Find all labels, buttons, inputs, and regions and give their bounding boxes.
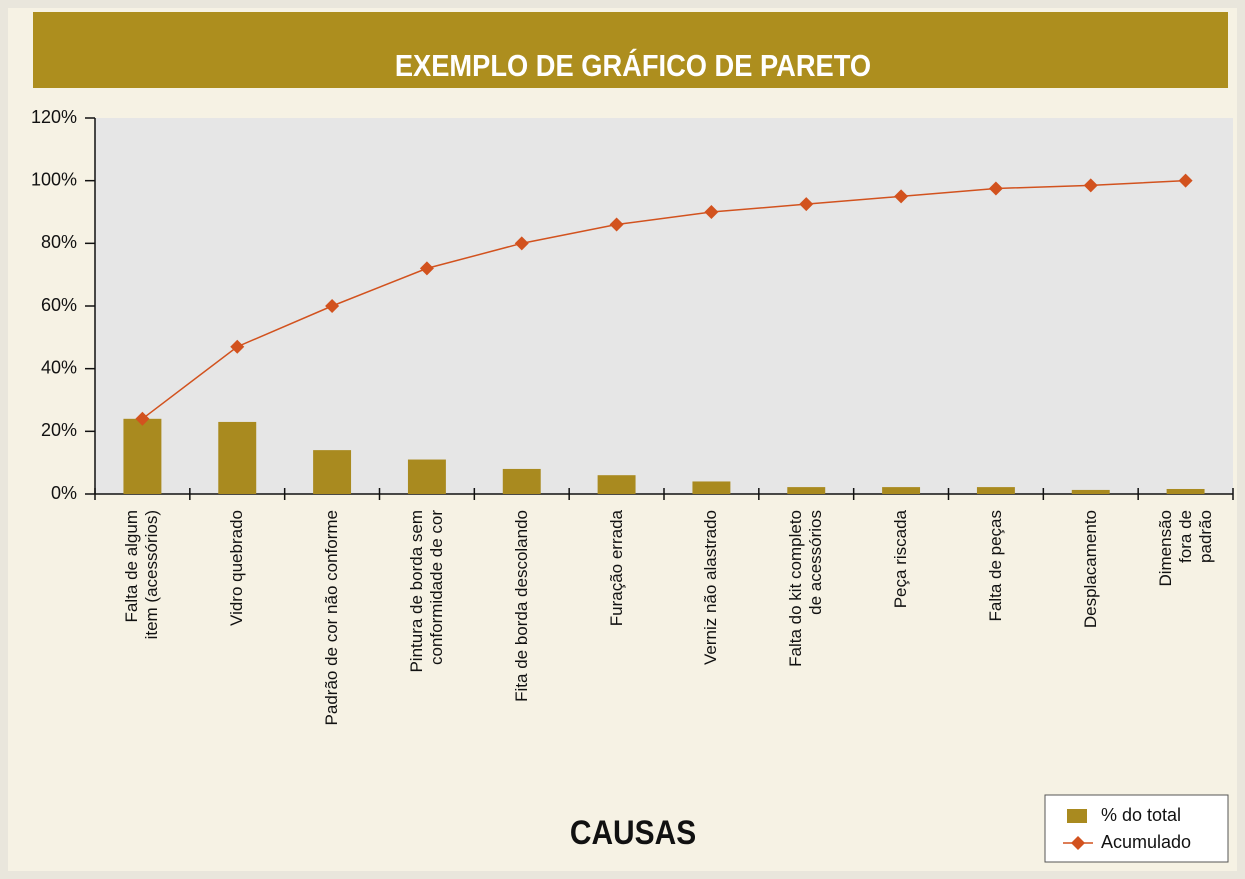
bar: [123, 418, 162, 494]
y-tick-label: 80%: [41, 232, 77, 252]
marker: [799, 197, 814, 212]
x-tick-label: Pintura de borda sem conformidade de cor: [406, 510, 446, 673]
bar: [787, 487, 826, 494]
y-tick-label: 120%: [31, 107, 77, 127]
marker: [135, 411, 150, 426]
x-tick-label: Desplacamento: [1080, 510, 1100, 629]
x-tick-label: Fita de borda descolando: [511, 510, 531, 702]
y-tick-label: 60%: [41, 295, 77, 315]
y-tick-label: 20%: [41, 420, 77, 440]
x-tick-label: Dimensão fora de padrão: [1155, 510, 1215, 587]
x-tick-label: Falta de peças: [985, 510, 1005, 622]
legend-swatch: [1067, 809, 1087, 823]
marker: [419, 261, 434, 276]
x-tick-label: Furação errada: [606, 510, 626, 627]
bar: [313, 450, 352, 494]
y-tick-label: 40%: [41, 357, 77, 377]
marker: [514, 236, 529, 251]
marker: [230, 339, 245, 354]
marker: [609, 217, 624, 232]
plot-area: [95, 118, 1233, 494]
marker: [988, 181, 1003, 196]
chart-title: EXEMPLO DE GRÁFICO DE PARETO: [395, 48, 871, 84]
x-tick-label: Peça riscada: [891, 510, 911, 609]
marker: [325, 299, 340, 313]
legend-marker: [1071, 836, 1085, 850]
bar: [882, 487, 921, 494]
bar: [692, 481, 731, 494]
legend-label: % do total: [1101, 805, 1181, 825]
marker: [1178, 173, 1193, 188]
bar: [1071, 489, 1110, 494]
bar: [976, 487, 1015, 494]
legend-label: Acumulado: [1101, 832, 1191, 852]
marker: [1083, 178, 1098, 193]
x-tick-label: Falta do kit completo de acessórios: [786, 510, 826, 667]
x-tick-label: Verniz não alastrado: [701, 510, 721, 665]
bar: [1166, 488, 1205, 494]
y-tick-label: 100%: [31, 169, 77, 189]
bar: [502, 468, 541, 494]
y-tick-label: 0%: [51, 483, 77, 503]
x-tick-label: Vidro quebrado: [227, 510, 247, 626]
marker: [704, 205, 719, 219]
legend: [1044, 794, 1229, 863]
x-tick-label: Padrão de cor não conforme: [322, 510, 342, 726]
bar: [407, 459, 446, 494]
cumulative-line: [141, 179, 1186, 420]
title-bar: [33, 12, 1228, 88]
x-tick-label: Falta de algum item (acessórios): [122, 510, 162, 640]
bar: [597, 475, 636, 494]
x-axis-title: CAUSAS: [570, 813, 696, 851]
marker: [894, 189, 909, 204]
bar: [218, 421, 257, 494]
